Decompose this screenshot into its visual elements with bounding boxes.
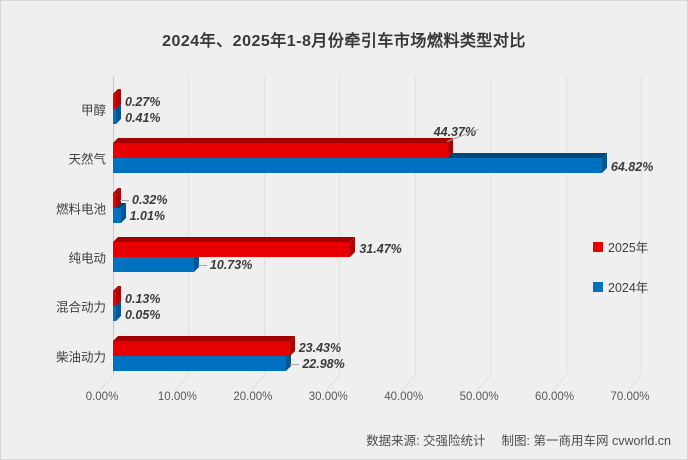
gridline [113, 76, 114, 375]
gridline [188, 76, 190, 375]
gridline [414, 76, 416, 375]
data-label: 31.47% [359, 242, 402, 257]
bar-2025-4 [113, 291, 116, 307]
bar-2025-0 [113, 94, 116, 109]
data-label: 0.13% [125, 291, 161, 306]
data-label: 0.05% [125, 307, 161, 322]
gridline-floor-segment [401, 375, 416, 391]
legend-swatch [593, 241, 603, 252]
data-label: 22.98% [302, 357, 345, 371]
gridline-floor-segment [326, 375, 340, 391]
gridline-floor-segment [552, 375, 566, 391]
bar-2024-4 [113, 306, 116, 322]
data-label: 0.27% [125, 94, 161, 109]
bar-2024-0 [113, 109, 117, 124]
legend-label: 2025年 [608, 241, 649, 255]
x-tick-label: 60.00% [535, 391, 575, 403]
bar-2024-1-side-face [601, 153, 607, 174]
data-label: 23.43% [298, 341, 342, 355]
x-tick-label: 70.00% [610, 391, 650, 403]
bar-2025-3-side-face [350, 236, 356, 257]
bar-2024-5 [113, 355, 287, 371]
x-tick-label: 20.00% [233, 391, 273, 403]
gridline [565, 76, 567, 375]
data-label: 0.32% [132, 193, 168, 208]
legend: 2025年 2024年 [593, 237, 648, 317]
data-label: 64.82% [610, 159, 654, 174]
chart-title: 2024年、2025年1-8月份牵引车市场燃料类型对比 [162, 33, 526, 50]
bar-2024-3 [113, 256, 194, 272]
category-label: 燃料电池 [55, 202, 106, 217]
gridline-floor-segment [477, 375, 491, 391]
gridline [263, 76, 265, 375]
leader-line [290, 364, 300, 365]
legend-label: 2024年 [608, 281, 649, 295]
legend-item-2024年: 2024年 [593, 277, 648, 296]
bar-2025-5 [113, 340, 290, 356]
category-label: 柴油动力 [55, 350, 106, 364]
x-tick-label: 50.00% [459, 391, 499, 403]
bar-2025-3 [113, 241, 351, 257]
data-label: 0.41% [125, 110, 161, 125]
x-tick-label: 30.00% [308, 391, 348, 403]
x-tick-label: 0.00% [85, 391, 119, 403]
data-label: 1.01% [129, 209, 166, 224]
category-label: 混合动力 [55, 300, 106, 315]
data-label: 44.37% [433, 125, 477, 140]
legend-swatch [593, 281, 603, 292]
gridline-floor-segment [100, 375, 114, 391]
gridline [339, 76, 341, 375]
category-label: 天然气 [68, 152, 106, 167]
gridline-floor-segment [251, 375, 265, 391]
data-label: 10.73% [209, 258, 253, 273]
x-tick-label: 10.00% [157, 391, 197, 403]
bar-2024-1 [113, 158, 602, 174]
data-source-label: 数据来源: 交强险统计 [366, 434, 486, 448]
leader-line [120, 200, 129, 202]
gridline-floor-segment [628, 375, 642, 391]
legend-item-2025年: 2025年 [593, 237, 648, 256]
category-label: 纯电动 [68, 251, 106, 266]
bar-2024-2 [113, 207, 121, 223]
category-label: 甲醇 [80, 103, 106, 118]
footer: 数据来源: 交强险统计 制图: 第一商用车网 cvworld.cn [350, 430, 671, 449]
bar-2025-1 [113, 143, 448, 159]
x-tick-label: 40.00% [384, 391, 424, 403]
gridline [641, 76, 642, 375]
gridline-floor-segment [175, 375, 189, 391]
leader-line [197, 265, 207, 267]
bar-2025-2 [113, 192, 116, 208]
gridline [490, 76, 492, 375]
credit-label: 制图: 第一商用车网 cvworld.cn [501, 434, 671, 448]
